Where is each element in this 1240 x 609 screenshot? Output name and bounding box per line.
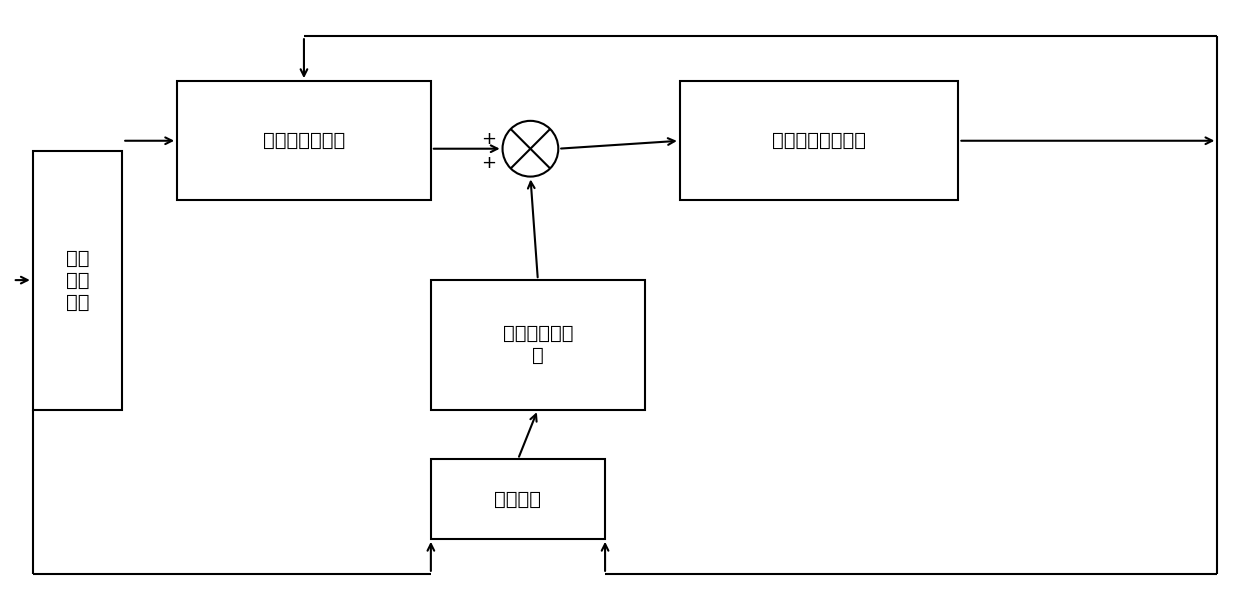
Text: 非光滑控制部分: 非光滑控制部分 xyxy=(263,132,345,150)
Text: 自适应律: 自适应律 xyxy=(495,490,542,509)
Bar xyxy=(430,280,645,409)
Bar xyxy=(680,81,959,200)
Bar xyxy=(32,150,123,409)
Text: 永磁同步伺服电机: 永磁同步伺服电机 xyxy=(773,132,866,150)
Text: +: + xyxy=(481,130,496,148)
Bar xyxy=(177,81,430,200)
Text: 给定
位置
轨迹: 给定 位置 轨迹 xyxy=(66,248,89,312)
Bar xyxy=(430,459,605,539)
Text: 自适应控制部
分: 自适应控制部 分 xyxy=(502,325,573,365)
Text: +: + xyxy=(481,153,496,172)
